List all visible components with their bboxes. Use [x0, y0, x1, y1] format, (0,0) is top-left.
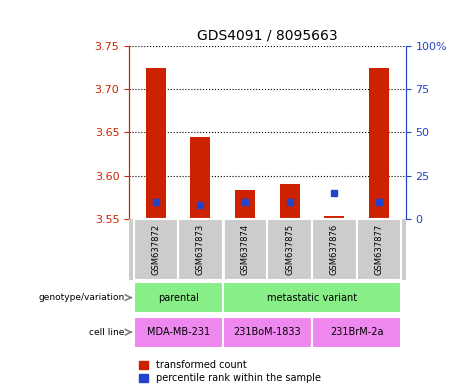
Bar	[190, 137, 211, 219]
FancyBboxPatch shape	[357, 220, 401, 280]
Text: genotype/variation: genotype/variation	[38, 293, 124, 302]
Legend: transformed count, percentile rank within the sample: transformed count, percentile rank withi…	[139, 360, 321, 383]
Title: GDS4091 / 8095663: GDS4091 / 8095663	[197, 28, 338, 42]
FancyBboxPatch shape	[267, 220, 312, 280]
Text: cell line: cell line	[89, 328, 124, 337]
FancyBboxPatch shape	[223, 316, 312, 348]
FancyBboxPatch shape	[178, 220, 223, 280]
FancyBboxPatch shape	[223, 220, 267, 280]
Bar	[369, 68, 389, 219]
FancyBboxPatch shape	[312, 316, 401, 348]
FancyBboxPatch shape	[134, 282, 223, 313]
Bar	[280, 184, 300, 219]
Bar	[146, 68, 166, 219]
Text: metastatic variant: metastatic variant	[267, 293, 357, 303]
Text: GSM637877: GSM637877	[374, 224, 384, 275]
Text: 231BoM-1833: 231BoM-1833	[234, 327, 301, 337]
Bar	[324, 216, 344, 219]
FancyBboxPatch shape	[134, 316, 223, 348]
FancyBboxPatch shape	[312, 220, 357, 280]
Text: parental: parental	[158, 293, 199, 303]
Text: GSM637872: GSM637872	[151, 224, 160, 275]
Text: 231BrM-2a: 231BrM-2a	[330, 327, 384, 337]
Text: GSM637873: GSM637873	[196, 224, 205, 275]
Bar	[235, 190, 255, 219]
Text: GSM637874: GSM637874	[241, 224, 249, 275]
Text: MDA-MB-231: MDA-MB-231	[147, 327, 210, 337]
Text: GSM637875: GSM637875	[285, 224, 294, 275]
Text: GSM637876: GSM637876	[330, 224, 339, 275]
FancyBboxPatch shape	[134, 220, 178, 280]
FancyBboxPatch shape	[129, 219, 406, 280]
FancyBboxPatch shape	[223, 282, 401, 313]
